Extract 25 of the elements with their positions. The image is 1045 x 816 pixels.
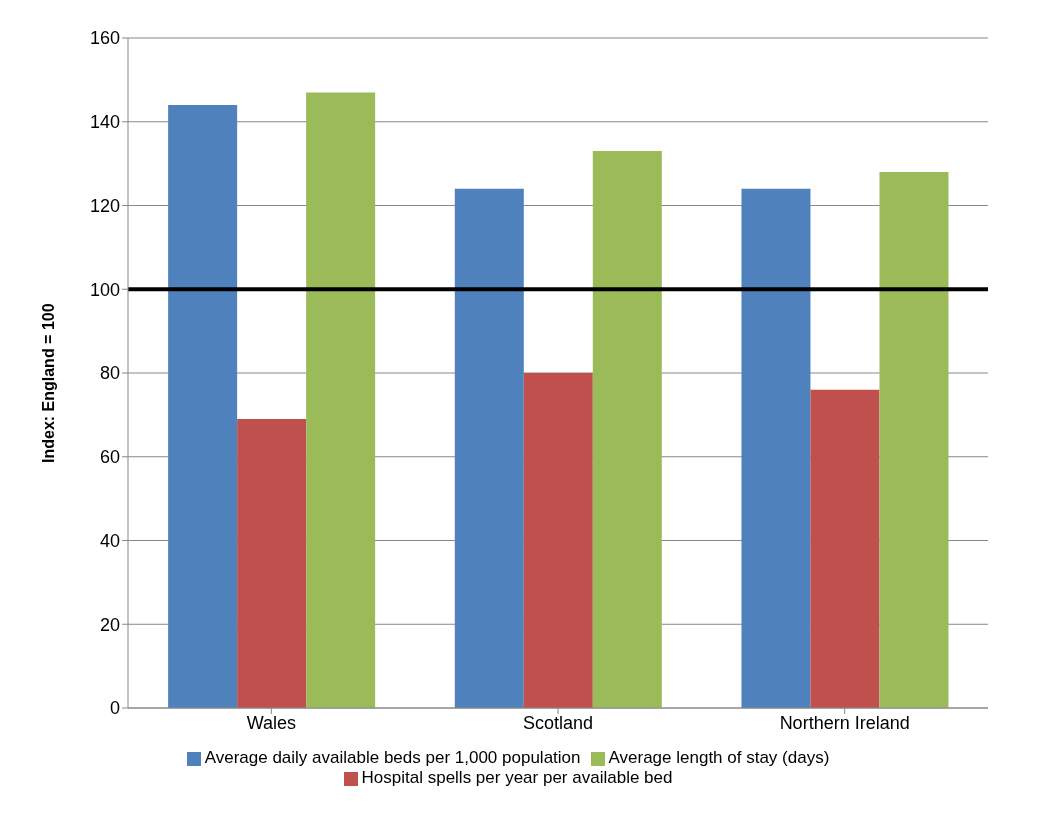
y-tick-label: 0 <box>109 698 120 719</box>
x-tick-label: Scotland <box>522 712 594 733</box>
y-tick-label: 20 <box>99 614 120 635</box>
y-tick-label: 100 <box>89 279 120 300</box>
bar <box>879 172 949 708</box>
bar <box>237 419 307 708</box>
y-axis-title: Index: England = 100 <box>39 303 57 463</box>
y-tick-label: 40 <box>99 530 120 551</box>
legend-label: Hospital spells per year per available bed <box>361 768 673 787</box>
bar <box>523 373 593 708</box>
x-tick-label: Wales <box>246 712 297 733</box>
bar <box>306 92 376 708</box>
x-tick-label: Northern Ireland <box>779 712 910 733</box>
y-tick-label: 120 <box>89 195 120 216</box>
bar <box>592 151 662 708</box>
y-tick-label: 60 <box>99 447 120 468</box>
legend-label: Average daily available beds per 1,000 population <box>204 748 581 767</box>
bar <box>741 188 811 708</box>
bar <box>454 188 524 708</box>
y-tick-label: 140 <box>89 112 120 133</box>
bar <box>810 389 880 708</box>
bar <box>168 105 238 708</box>
legend-label: Average length of stay (days) <box>608 748 830 767</box>
y-tick-label: 80 <box>99 363 120 384</box>
y-tick-label: 160 <box>89 28 120 49</box>
